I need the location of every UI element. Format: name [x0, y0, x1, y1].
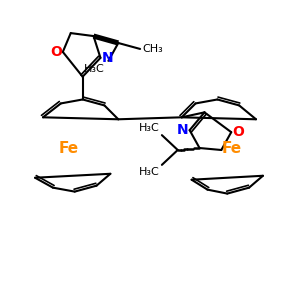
Text: Fe: Fe [59, 140, 79, 155]
Text: Fe: Fe [221, 140, 241, 155]
Text: O: O [232, 125, 244, 139]
Text: CH₃: CH₃ [142, 44, 163, 54]
Text: H₃C: H₃C [84, 64, 104, 74]
Text: N: N [177, 123, 188, 137]
Text: H₃C: H₃C [139, 123, 160, 133]
Text: H₃C: H₃C [139, 167, 160, 177]
Text: O: O [50, 45, 62, 59]
Text: N: N [102, 51, 113, 65]
